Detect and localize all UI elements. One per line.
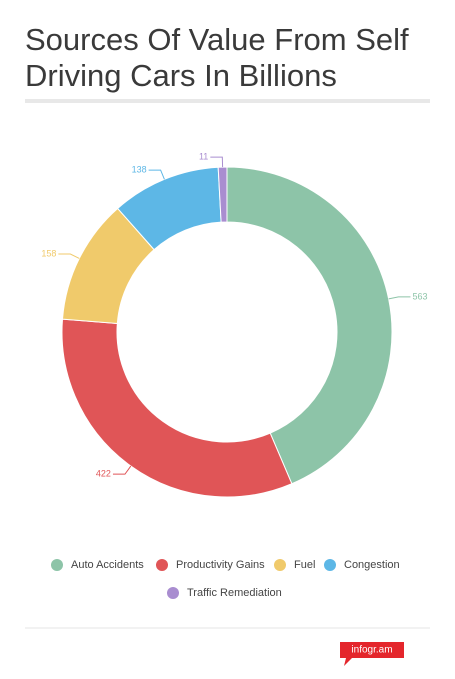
data-label: 158 (41, 248, 56, 258)
donut-segment (226, 166, 393, 485)
data-label: 563 (412, 291, 427, 301)
chart-title: Sources Of Value From Self Driving Cars … (25, 22, 409, 93)
legend-marker (51, 559, 63, 571)
brand: infogr.am (351, 645, 392, 656)
data-label: 138 (132, 164, 147, 174)
legend-label: Productivity Gains (176, 559, 265, 571)
data-label: 11 (199, 151, 208, 161)
leader-line (58, 253, 80, 259)
data-label: 422 (96, 469, 111, 479)
leader-line (112, 465, 132, 475)
legend-label: Traffic Remediation (187, 587, 282, 599)
legend-marker (167, 587, 179, 599)
title-rule (25, 99, 430, 103)
leader-line (210, 156, 224, 168)
legend-marker (156, 559, 168, 571)
legend-marker (324, 559, 336, 571)
donut-segment (61, 318, 293, 498)
brand-badge (340, 642, 404, 666)
donut-segment (217, 166, 228, 223)
legend-marker (274, 559, 286, 571)
leader-line (388, 296, 411, 300)
legend-label: Congestion (344, 559, 400, 571)
legend-label: Auto Accidents (71, 559, 144, 571)
leader-line (148, 169, 165, 180)
legend-label: Fuel (294, 559, 315, 571)
